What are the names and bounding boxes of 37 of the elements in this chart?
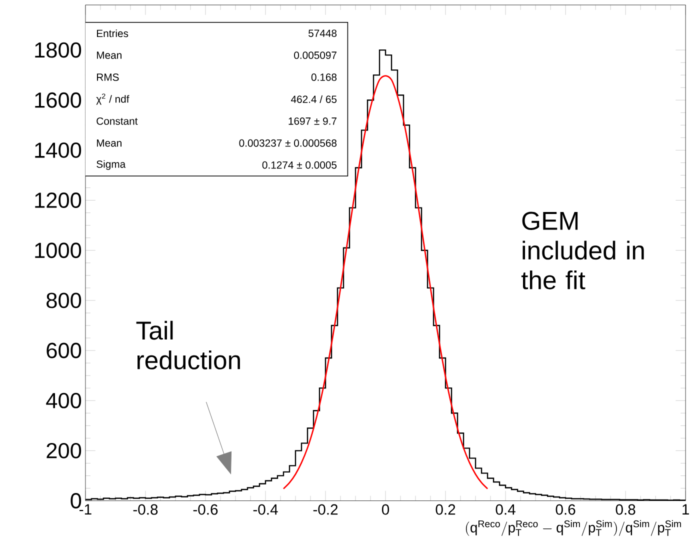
x-tick-label: 0.6	[556, 504, 576, 515]
annotation: Mean	[97, 139, 122, 146]
annotation: 462.4 / 65	[291, 95, 337, 103]
y-tick-label: 1800	[35, 42, 82, 58]
annotation: 0.003237 ± 0.000568	[239, 139, 337, 147]
y-tick-label: 400	[46, 392, 82, 408]
x-axis-title: $(\mathrm{q}^{\mathrm{Reco}}/\mathrm{p}_{\mathrm{T}}^{\mathrm{Reco}} - \mathrm{q}^{\mathrm{Sim}}/\mathrm{p}_{\mathrm{T}}^{\mathrm{Sim}}) / \mathrm{q}^{\mathrm{Sim}}/\mathrm{p}_{\mathrm{T}}^{\mathrm{Sim}}$	[466, 520, 681, 536]
annotation: 0.168	[311, 73, 337, 81]
x-tick-label: 0.8	[616, 504, 636, 515]
x-tick-label: 0.2	[436, 504, 456, 515]
y-tick-label: 1200	[35, 192, 82, 208]
annotation: RMS	[97, 73, 119, 81]
x-tick-label: -0.8	[133, 504, 158, 515]
y-tick-label: 200	[46, 442, 82, 458]
x-tick-label: 1	[682, 504, 689, 514]
y-tick-label: 800	[46, 292, 82, 308]
x-tick-label: -1	[80, 504, 92, 514]
annotation: GEM included in the fit	[521, 212, 644, 290]
annotation: Tail reduction	[136, 320, 240, 370]
x-tick-label: -0.6	[193, 504, 218, 515]
annotation: 57448	[308, 29, 337, 37]
annotation: 1697 ± 9.7	[288, 117, 336, 125]
annotation: 0.1274 ± 0.0005	[262, 161, 337, 169]
x-tick-label: 0	[382, 504, 390, 515]
annotation: 0.005097	[294, 51, 336, 59]
x-tick-label: 0.4	[496, 504, 516, 515]
x-tick-label: -0.4	[253, 504, 278, 515]
annotation: Sigma	[96, 160, 126, 170]
y-tick-label: 1000	[35, 242, 82, 258]
annotation: χ$^{2}$ / ndf	[96, 93, 130, 105]
x-tick-label: -0.2	[313, 504, 338, 515]
annotation: Entries	[97, 29, 128, 37]
y-tick-label: 600	[46, 342, 82, 358]
annotation: Mean	[97, 51, 122, 59]
y-tick-label: 1600	[35, 92, 82, 108]
annotation: Constant	[96, 117, 138, 125]
y-tick-label: 1400	[35, 142, 82, 158]
